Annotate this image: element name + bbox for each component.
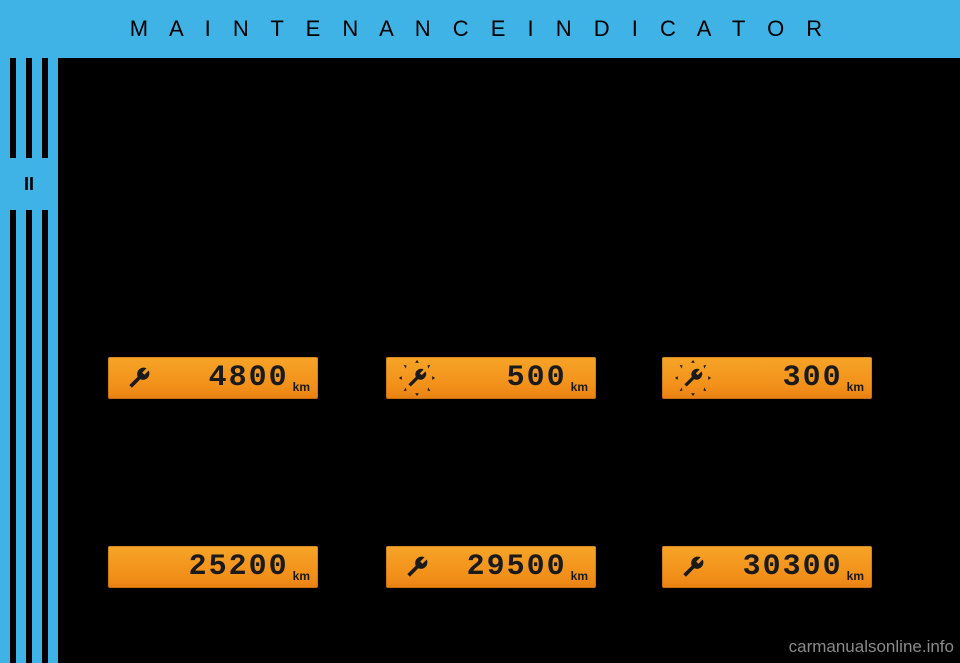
display-unit: km bbox=[569, 569, 588, 588]
display-panel: 30300 km bbox=[662, 546, 872, 588]
wrench-flash-icon bbox=[394, 357, 440, 399]
display-value: 300 bbox=[716, 361, 845, 395]
watermark-text: carmanualsonline.info bbox=[789, 637, 954, 656]
page-title: M A I N T E N A N C E I N D I C A T O R bbox=[130, 16, 830, 41]
display-panel: 4800 km bbox=[108, 357, 318, 399]
display-panel: 300 km bbox=[662, 357, 872, 399]
left-stripes bbox=[0, 0, 58, 663]
display-unit: km bbox=[569, 380, 588, 399]
no-icon bbox=[116, 546, 162, 588]
display-panel: 29500 km bbox=[386, 546, 596, 588]
display-unit: km bbox=[845, 569, 864, 588]
display-value: 4800 bbox=[162, 361, 291, 395]
display-value: 29500 bbox=[440, 550, 569, 584]
display-value: 25200 bbox=[162, 550, 291, 584]
wrench-icon bbox=[116, 357, 162, 399]
wrench-flash-icon bbox=[670, 357, 716, 399]
display-value: 30300 bbox=[716, 550, 845, 584]
watermark: carmanualsonline.info bbox=[789, 637, 954, 657]
display-panel: 500 km bbox=[386, 357, 596, 399]
wrench-icon bbox=[670, 546, 716, 588]
stripe bbox=[32, 0, 42, 663]
stripe bbox=[0, 0, 10, 663]
display-panel: 25200 km bbox=[108, 546, 318, 588]
stripe bbox=[16, 0, 26, 663]
display-unit: km bbox=[845, 380, 864, 399]
display-unit: km bbox=[291, 569, 310, 588]
stripe bbox=[48, 0, 58, 663]
display-value: 500 bbox=[440, 361, 569, 395]
wrench-icon bbox=[394, 546, 440, 588]
display-unit: km bbox=[291, 380, 310, 399]
chapter-label: II bbox=[24, 174, 34, 194]
page-title-bar: M A I N T E N A N C E I N D I C A T O R bbox=[0, 0, 960, 58]
chapter-tab: II bbox=[0, 158, 58, 210]
